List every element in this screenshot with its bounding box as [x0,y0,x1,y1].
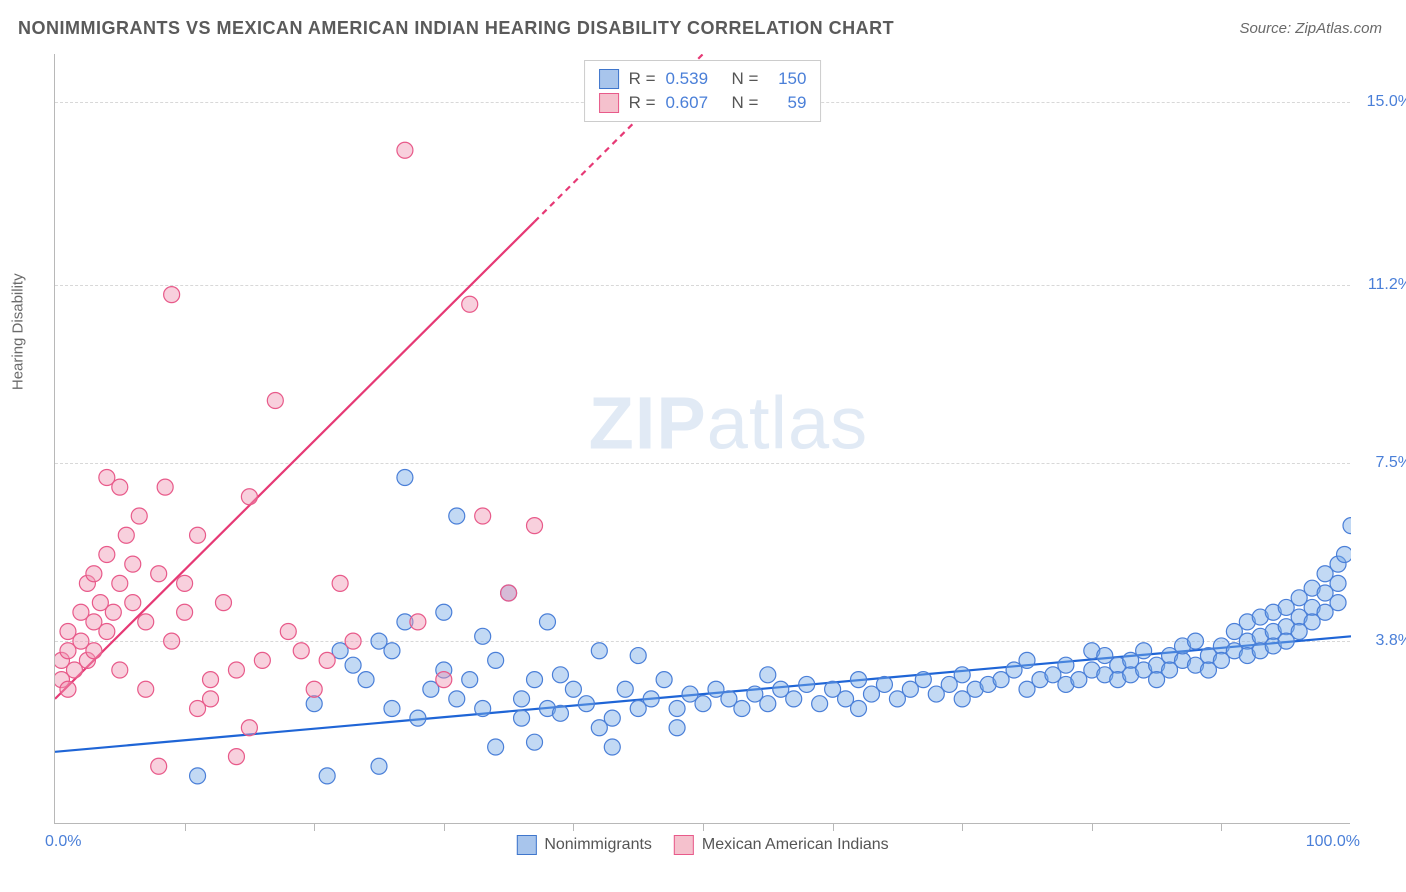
legend-item-mexican-american-indians: Mexican American Indians [674,835,889,855]
y-tick-label: 11.2% [1368,276,1406,294]
x-tick-mark [833,823,834,831]
scatter-svg [55,54,1351,824]
x-tick-right: 100.0% [1306,833,1360,851]
y-tick-label: 15.0% [1367,93,1406,111]
x-tick-mark [444,823,445,831]
legend-label-mexican-american-indians: Mexican American Indians [702,836,889,854]
chart-plot-area: ZIPatlas 3.8%7.5%11.2%15.0% 0.0% 100.0% … [54,54,1350,824]
x-tick-mark [703,823,704,831]
swatch-pink [674,835,694,855]
source-label: Source: ZipAtlas.com [1239,20,1382,37]
chart-title: NONIMMIGRANTS VS MEXICAN AMERICAN INDIAN… [18,18,894,39]
x-tick-mark [1092,823,1093,831]
swatch-pink [599,93,619,113]
x-tick-mark [962,823,963,831]
correlation-legend: R = 0.539 N = 150 R = 0.607 N = 59 [584,60,822,122]
legend-row-blue: R = 0.539 N = 150 [599,67,807,91]
y-tick-label: 3.8% [1376,632,1406,650]
series-legend: Nonimmigrants Mexican American Indians [516,835,888,855]
r-label: R = [629,93,656,113]
n-value-pink: 59 [768,93,806,113]
swatch-blue [599,69,619,89]
y-axis-label: Hearing Disability [10,273,27,390]
r-value-blue: 0.539 [666,69,722,89]
r-value-pink: 0.607 [666,93,722,113]
x-tick-left: 0.0% [45,833,81,851]
x-tick-mark [573,823,574,831]
swatch-blue [516,835,536,855]
legend-label-nonimmigrants: Nonimmigrants [544,836,652,854]
y-tick-label: 7.5% [1376,454,1406,472]
n-label: N = [732,93,759,113]
n-value-blue: 150 [768,69,806,89]
x-tick-mark [1221,823,1222,831]
r-label: R = [629,69,656,89]
legend-item-nonimmigrants: Nonimmigrants [516,835,652,855]
x-tick-mark [185,823,186,831]
legend-row-pink: R = 0.607 N = 59 [599,91,807,115]
n-label: N = [732,69,759,89]
x-tick-mark [314,823,315,831]
